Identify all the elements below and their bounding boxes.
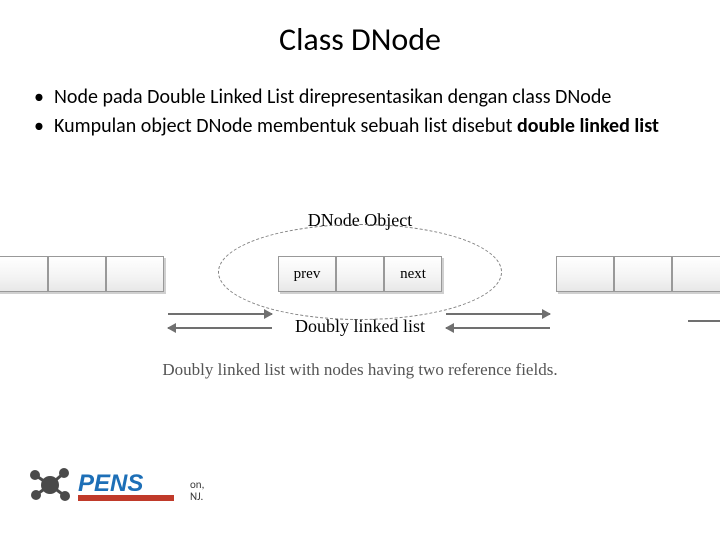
cell-next (106, 256, 164, 292)
logo-text: PENS (78, 470, 143, 497)
dnode-left (0, 256, 164, 292)
nodes-row: prev next (0, 256, 720, 300)
bullet-list: Node pada Double Linked List direpresent… (30, 85, 690, 139)
bullet-item: Kumpulan object DNode membentuk sebuah l… (30, 114, 690, 139)
pens-logo: PENS (28, 463, 188, 512)
logo-icon (30, 468, 70, 501)
footer-line2: NJ. (190, 490, 203, 503)
slide-title: Class DNode (20, 20, 700, 59)
footer-fragment: on, NJ. (190, 479, 204, 504)
cell-next: next (384, 256, 442, 292)
arrow-right (168, 313, 272, 315)
bullet-item: Node pada Double Linked List direpresent… (30, 85, 690, 110)
cell-value (48, 256, 106, 292)
dnode-right (556, 256, 720, 292)
slide: Class DNode Node pada Double Linked List… (0, 0, 720, 540)
cell-next (672, 256, 720, 292)
cell-value (336, 256, 384, 292)
cell-prev (556, 256, 614, 292)
diagram-caption: Doubly linked list with nodes having two… (0, 360, 720, 380)
bullet-bold: double linked list (517, 114, 659, 138)
cell-prev (0, 256, 48, 292)
arrow-right (446, 313, 550, 315)
logo-subtitle-bar (78, 495, 174, 501)
dnode-center: prev next (278, 256, 442, 292)
cell-value (614, 256, 672, 292)
cell-prev: prev (278, 256, 336, 292)
row-label: Doubly linked list (0, 316, 720, 337)
bullet-text: Node pada Double Linked List direpresent… (54, 85, 611, 109)
footer-line1: on, (190, 478, 204, 491)
bullet-text: Kumpulan object DNode membentuk sebuah l… (54, 114, 517, 138)
